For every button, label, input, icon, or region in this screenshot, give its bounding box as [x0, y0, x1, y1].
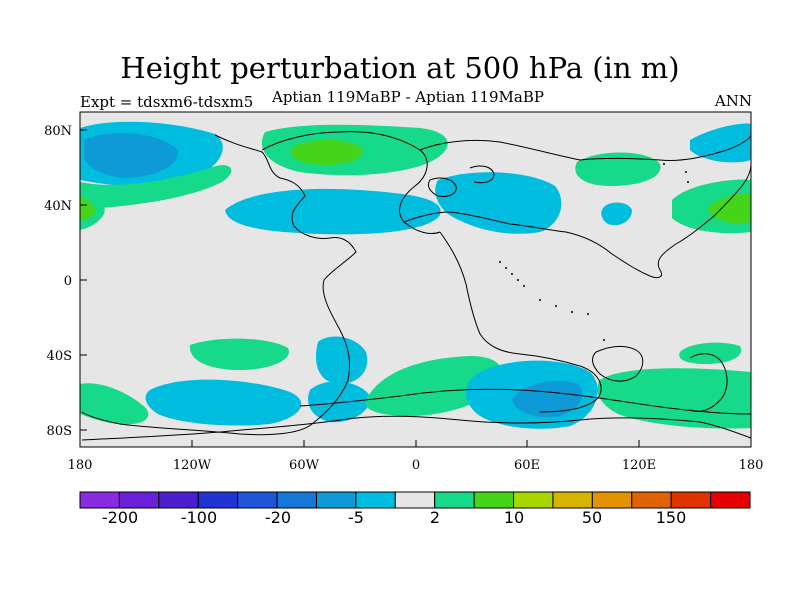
x-tick-label: 60W	[289, 458, 320, 473]
contour-blue-south-atlantic	[308, 381, 371, 423]
contour-blue-pacific-small	[601, 202, 632, 226]
y-tick-label: 40S	[47, 349, 72, 364]
colorbar-box	[315, 491, 357, 509]
island-dot	[505, 267, 507, 269]
x-tick-label: 120W	[173, 458, 212, 473]
coastline-india-australia	[592, 345, 644, 382]
colorbar-box	[473, 491, 515, 509]
contour-green-southeast-indian	[597, 368, 751, 429]
x-tick-label: 120E	[622, 458, 656, 473]
season-label: ANN	[714, 92, 752, 110]
colorbar-label: -200	[102, 508, 138, 527]
y-tick-label: 40N	[44, 199, 72, 214]
x-axis-labels: 180 120W 60W 0 60E 120E 180	[68, 458, 764, 473]
coastline-north-america	[81, 134, 357, 436]
island-dot	[517, 279, 519, 281]
contour-green-sw-edge	[80, 383, 149, 425]
contour-green-siberia	[575, 152, 661, 186]
coastlines	[81, 131, 751, 441]
colorbar-box	[591, 491, 633, 509]
island-dot	[555, 305, 557, 307]
contour-blue-ne-asia	[690, 123, 751, 163]
island-dot	[539, 299, 541, 301]
colorbar-box	[710, 491, 751, 509]
colorbar-label: -5	[348, 508, 364, 527]
coastline-tethys	[403, 163, 751, 279]
experiment-label: Expt = tdsxm6-tdsxm5	[80, 93, 254, 111]
x-tick-label: 0	[412, 458, 420, 473]
island-dot	[663, 163, 665, 165]
contour-green-east-south-pacific	[679, 342, 742, 364]
colorbar-label: -100	[181, 508, 217, 527]
coastline-eurasia-north	[419, 135, 751, 161]
colorbar-box	[79, 491, 120, 509]
colorbar-box	[158, 491, 199, 509]
period-label: Aptian 119MaBP - Aptian 119MaBP	[272, 88, 544, 106]
y-tick-label: 0	[64, 274, 72, 289]
island-dot	[523, 285, 525, 287]
colorbar-box	[118, 491, 160, 509]
coastline-arctic-islands	[427, 165, 495, 197]
contour-blue-atlantic	[225, 188, 441, 235]
colorbar-label: -20	[265, 508, 291, 527]
coastline-antarctica	[81, 415, 751, 441]
x-tick-label: 180	[68, 458, 93, 473]
colorbar-box	[513, 491, 554, 509]
colorbar-box	[631, 491, 672, 509]
island-dot	[603, 339, 605, 341]
contour-brightgreen-west-edge	[80, 196, 96, 220]
coastline-east-block	[689, 353, 728, 412]
colorbar-box	[552, 491, 593, 509]
colorbar-box	[276, 491, 317, 509]
contour-brightgreen-east-pacific	[708, 193, 751, 224]
contour-blue-eurasia	[435, 172, 562, 234]
colorbar-box	[670, 491, 712, 509]
island-dot	[571, 311, 573, 313]
page-title: Height perturbation at 500 hPa (in m)	[120, 51, 680, 85]
island-dot	[499, 261, 501, 263]
island-dot	[687, 181, 689, 183]
contour-midblue-south-indian	[512, 380, 583, 418]
contour-midblue-ne-pacific	[84, 133, 179, 178]
contour-blue-south-pacific	[145, 379, 302, 426]
colorbar-box	[434, 491, 475, 509]
colorbar-label: 50	[582, 508, 602, 527]
contour-blue-drake	[316, 336, 368, 385]
colorbar-box	[197, 491, 239, 509]
y-tick-label: 80S	[47, 424, 72, 439]
y-tick-label: 80N	[44, 124, 72, 139]
colorbar-box	[394, 491, 436, 509]
island-dots	[499, 163, 689, 341]
island-dot	[511, 273, 513, 275]
colorbar	[79, 491, 751, 509]
contour-green-north-pacific	[80, 165, 232, 220]
colorbar-box	[355, 491, 396, 509]
colorbar-label: 150	[656, 508, 687, 527]
colorbar-labels: -200 -100 -20 -5 2 10 50 150	[102, 508, 686, 527]
x-tick-label: 60E	[514, 458, 540, 473]
contour-green-south-pacific	[189, 338, 289, 370]
y-axis-labels: 80N 40N 0 40S 80S	[44, 124, 72, 439]
axis-ticks	[79, 129, 752, 447]
colorbar-label: 2	[430, 508, 440, 527]
island-dot	[587, 313, 589, 315]
contour-fills	[80, 121, 751, 429]
island-dot	[685, 171, 687, 173]
colorbar-box	[237, 491, 278, 509]
contour-brightgreen-arctic	[291, 139, 363, 165]
colorbar-label: 10	[504, 508, 524, 527]
coastline-gondwana-south	[299, 388, 751, 415]
x-tick-label: 180	[739, 458, 764, 473]
